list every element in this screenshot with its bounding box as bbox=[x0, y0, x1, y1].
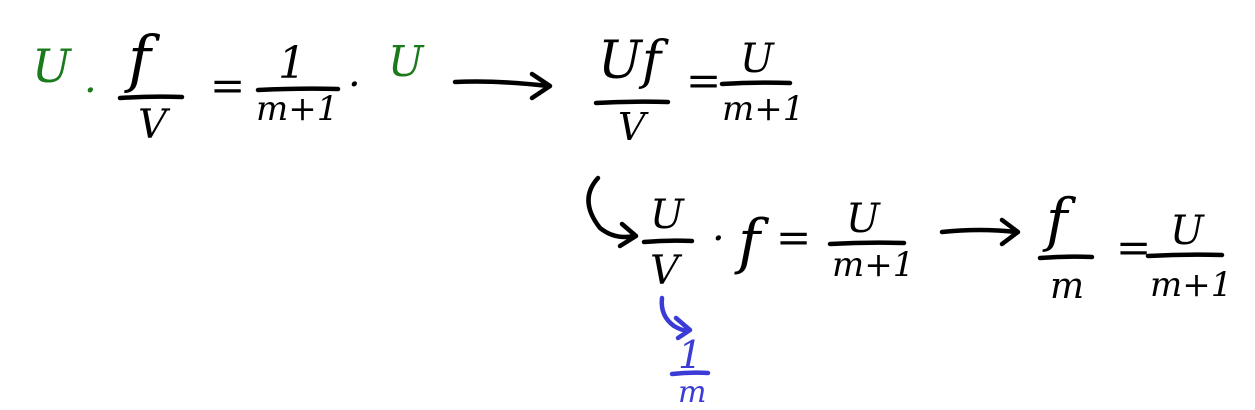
eq3-rhs-numerator: U bbox=[846, 196, 881, 242]
eq3-dot: · bbox=[712, 216, 725, 262]
eq1-dot-left: · bbox=[84, 68, 97, 114]
eq2-rhs-line bbox=[719, 80, 793, 87]
note-denominator: m bbox=[678, 375, 706, 410]
eq2-frac-line bbox=[593, 99, 671, 106]
eq1-rhs-denominator: m+1 bbox=[256, 89, 338, 129]
eq2-rhs-denominator: m+1 bbox=[722, 89, 804, 129]
arrow-right-icon bbox=[452, 71, 553, 101]
eq3-frac-denominator: V bbox=[650, 248, 683, 294]
eq1-frac-numerator: f bbox=[124, 22, 161, 95]
note-frac-line bbox=[669, 370, 711, 377]
eq1-u-left: U bbox=[32, 39, 73, 93]
equation-1: U · f V = 1 m+1 · U bbox=[32, 22, 425, 148]
arrow-right-icon bbox=[939, 217, 1021, 247]
eq3-equals: = bbox=[776, 213, 811, 262]
equation-4: f m = U m+1 bbox=[1037, 186, 1232, 307]
hook-arrow-icon bbox=[586, 175, 639, 249]
eq1-dot-right: · bbox=[348, 62, 361, 108]
eq2-frac-denominator: V bbox=[618, 105, 649, 149]
eq3-rhs-line bbox=[827, 240, 907, 247]
equation-3: U V · f = U m+1 bbox=[641, 192, 914, 294]
eq1-frac-line bbox=[117, 94, 185, 101]
eq4-rhs-numerator: U bbox=[1170, 208, 1205, 254]
eq1-frac-denominator: V bbox=[138, 102, 171, 148]
eq4-rhs-denominator: m+1 bbox=[1150, 265, 1232, 305]
note-numerator: 1 bbox=[678, 333, 702, 377]
eq1-u-right: U bbox=[388, 37, 425, 86]
eq4-frac-line bbox=[1037, 254, 1095, 261]
eq1-rhs-line bbox=[255, 86, 341, 93]
eq3-rhs-denominator: m+1 bbox=[832, 245, 914, 285]
eq3-frac-numerator: U bbox=[650, 192, 685, 238]
eq3-f: f bbox=[734, 207, 770, 277]
blue-annotation: 1 m bbox=[659, 295, 711, 410]
eq1-rhs-numerator: 1 bbox=[278, 38, 306, 89]
eq4-frac-numerator: f bbox=[1042, 186, 1077, 254]
equation-2: Uf V = U m+1 bbox=[593, 31, 804, 149]
eq4-frac-denominator: m bbox=[1050, 266, 1084, 307]
curved-arrow-down-icon bbox=[659, 295, 693, 341]
eq4-equals: = bbox=[1116, 223, 1151, 272]
eq1-equals: = bbox=[210, 61, 245, 110]
eq2-frac-numerator: Uf bbox=[598, 31, 669, 91]
eq3-frac-line bbox=[641, 238, 695, 245]
eq2-equals: = bbox=[686, 56, 721, 105]
eq4-rhs-line bbox=[1145, 252, 1225, 259]
eq2-rhs-numerator: U bbox=[740, 36, 775, 82]
